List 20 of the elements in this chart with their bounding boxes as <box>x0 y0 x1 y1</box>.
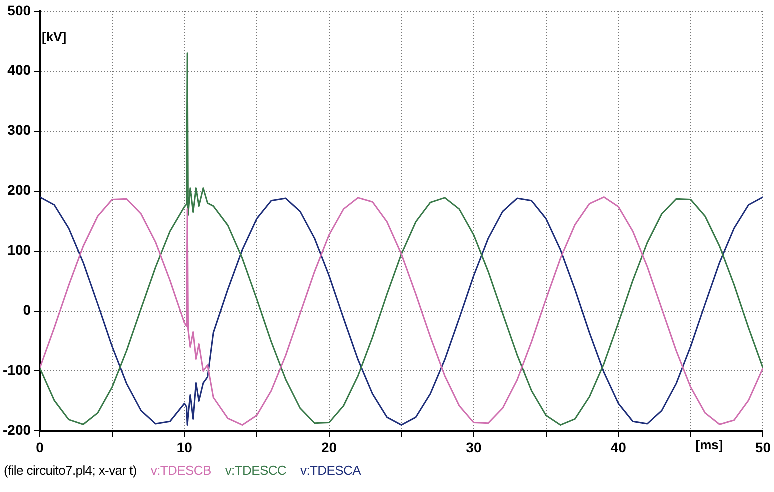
x-tick-label: 0 <box>36 439 44 456</box>
text: v:TDESCB <box>150 463 212 478</box>
x-tick-label: 10 <box>176 439 193 456</box>
y-tick-label: 200 <box>8 182 32 198</box>
y-axis-title: [kV] <box>42 29 67 44</box>
x-axis-title: [ms] <box>696 437 724 452</box>
y-tick-label: 0 <box>23 302 32 318</box>
y-tick-label: 100 <box>8 242 32 258</box>
x-tick-label: 40 <box>610 439 627 456</box>
text: (file circuito7.pl4; x-var t) <box>4 463 137 478</box>
y-tick-label: -200 <box>2 422 32 438</box>
y-tick-label: -100 <box>2 362 32 378</box>
y-tick-label: 300 <box>8 122 32 138</box>
x-tick-label: 20 <box>322 439 338 456</box>
x-tick-label: 30 <box>466 439 482 456</box>
y-tick-label: 400 <box>8 62 32 78</box>
text: v:TDESCC <box>225 463 287 478</box>
x-tick-label: 50 <box>755 439 772 456</box>
y-tick-label: 500 <box>8 2 32 18</box>
text: v:TDESCA <box>300 463 361 478</box>
